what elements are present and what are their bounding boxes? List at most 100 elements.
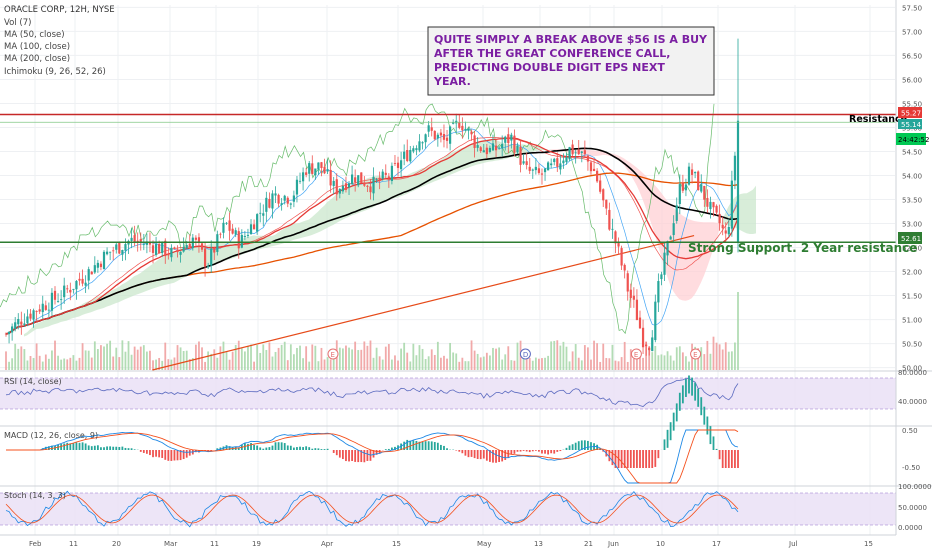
candle-77 bbox=[240, 234, 243, 248]
legend-vol: Vol (7) bbox=[4, 18, 31, 28]
candle-224 bbox=[690, 169, 694, 175]
macd-hist-39 bbox=[124, 447, 127, 450]
macd-hist-31 bbox=[100, 447, 102, 450]
candle-207 bbox=[638, 317, 642, 329]
macd-hist-95 bbox=[296, 447, 298, 450]
volume-bar-13 bbox=[44, 354, 47, 370]
macd-hist-20 bbox=[66, 442, 69, 450]
macd-hist-213 bbox=[657, 450, 660, 459]
legend-ma100: MA (100, close) bbox=[4, 42, 70, 52]
macd-tick-1: -0.50 bbox=[902, 464, 920, 472]
volume-bar-171 bbox=[528, 357, 531, 370]
macd-hist-41 bbox=[130, 448, 133, 450]
candle-15 bbox=[50, 292, 54, 311]
candle-180 bbox=[556, 158, 559, 167]
macd-hist-129 bbox=[400, 443, 402, 450]
candle-17 bbox=[56, 301, 60, 302]
y-tick-3: 56.00 bbox=[902, 76, 922, 84]
volume-bar-6 bbox=[23, 349, 26, 370]
y-tick-11: 52.00 bbox=[902, 269, 922, 277]
rising-trendline bbox=[152, 234, 695, 371]
volume-bar-76 bbox=[237, 340, 240, 370]
candle-122 bbox=[378, 177, 381, 181]
x-tick-3: Mar bbox=[164, 540, 177, 548]
volume-bar-208 bbox=[642, 357, 644, 370]
volume-bar-174 bbox=[538, 358, 540, 370]
macd-hist-166 bbox=[513, 450, 516, 454]
volume-bar-34 bbox=[109, 340, 112, 370]
macd-hist-151 bbox=[467, 450, 470, 458]
macd-hist-232 bbox=[715, 448, 718, 450]
volume-bar-163 bbox=[504, 354, 507, 370]
volume-bar-91 bbox=[283, 341, 286, 370]
volume-bar-235 bbox=[724, 342, 727, 370]
candle-119 bbox=[369, 186, 372, 193]
callout-line-0: QUITE SIMPLY A BREAK ABOVE $56 IS A BUY bbox=[434, 33, 708, 46]
y-tick-14: 50.50 bbox=[902, 341, 922, 349]
macd-hist-49 bbox=[155, 450, 157, 457]
macd-hist-87 bbox=[271, 445, 274, 450]
volume-bar-157 bbox=[485, 352, 488, 370]
volume-bar-110 bbox=[342, 348, 344, 370]
volume-bar-184 bbox=[568, 361, 571, 370]
macd-hist-56 bbox=[176, 450, 179, 461]
volume-bar-236 bbox=[727, 351, 730, 370]
macd-hist-205 bbox=[632, 450, 635, 468]
x-tick-4: 11 bbox=[210, 540, 219, 548]
macd-hist-51 bbox=[161, 450, 164, 458]
macd-hist-58 bbox=[182, 450, 185, 460]
volume-bar-1 bbox=[8, 361, 10, 370]
candle-89 bbox=[277, 194, 280, 204]
macd-hist-124 bbox=[384, 449, 387, 450]
candle-113 bbox=[350, 174, 354, 185]
x-tick-10: 21 bbox=[584, 540, 593, 548]
macd-hist-30 bbox=[96, 445, 99, 450]
volume-bar-211 bbox=[651, 352, 654, 370]
candle-178 bbox=[550, 163, 553, 166]
candle-160 bbox=[494, 145, 498, 151]
volume-bar-238 bbox=[734, 342, 736, 370]
volume-bar-15 bbox=[51, 350, 53, 370]
volume-bar-126 bbox=[391, 359, 393, 370]
volume-bar-102 bbox=[317, 361, 320, 370]
volume-bar-124 bbox=[384, 346, 387, 370]
volume-bar-73 bbox=[228, 359, 231, 370]
volume-bar-129 bbox=[400, 348, 402, 370]
macd-hist-82 bbox=[256, 445, 259, 450]
macd-hist-60 bbox=[188, 450, 191, 456]
volume-bar-69 bbox=[216, 357, 219, 370]
candle-222 bbox=[684, 184, 688, 191]
candle-29 bbox=[93, 265, 96, 273]
macd-hist-114 bbox=[354, 450, 357, 462]
candle-16 bbox=[53, 290, 57, 300]
volume-bar-136 bbox=[421, 348, 424, 370]
macd-hist-215 bbox=[663, 439, 666, 450]
volume-bar-202 bbox=[623, 341, 626, 370]
candle-195 bbox=[602, 189, 605, 201]
candle-131 bbox=[406, 150, 409, 161]
macd-hist-144 bbox=[446, 448, 448, 450]
candle-90 bbox=[280, 203, 283, 205]
volume-bar-37 bbox=[118, 357, 121, 370]
candle-108 bbox=[335, 179, 338, 195]
macd-hist-135 bbox=[418, 441, 421, 450]
macd-hist-225 bbox=[694, 382, 697, 401]
volume-bar-45 bbox=[142, 345, 145, 370]
macd-hist-125 bbox=[387, 448, 390, 450]
candle-146 bbox=[452, 122, 455, 124]
volume-bar-223 bbox=[688, 361, 690, 370]
candle-85 bbox=[265, 197, 268, 212]
event-circle-3 bbox=[690, 348, 702, 360]
candle-105 bbox=[326, 169, 329, 172]
candle-172 bbox=[531, 169, 534, 171]
macd-line bbox=[6, 429, 739, 484]
macd-hist-229 bbox=[706, 416, 709, 435]
candle-75 bbox=[234, 230, 237, 235]
candle-234 bbox=[721, 224, 724, 229]
volume-bar-118 bbox=[366, 345, 369, 370]
macd-hist-160 bbox=[495, 450, 497, 463]
candle-35 bbox=[112, 250, 115, 252]
macd-hist-137 bbox=[424, 441, 427, 450]
volume-bar-100 bbox=[311, 344, 314, 370]
volume-bar-43 bbox=[136, 349, 139, 370]
